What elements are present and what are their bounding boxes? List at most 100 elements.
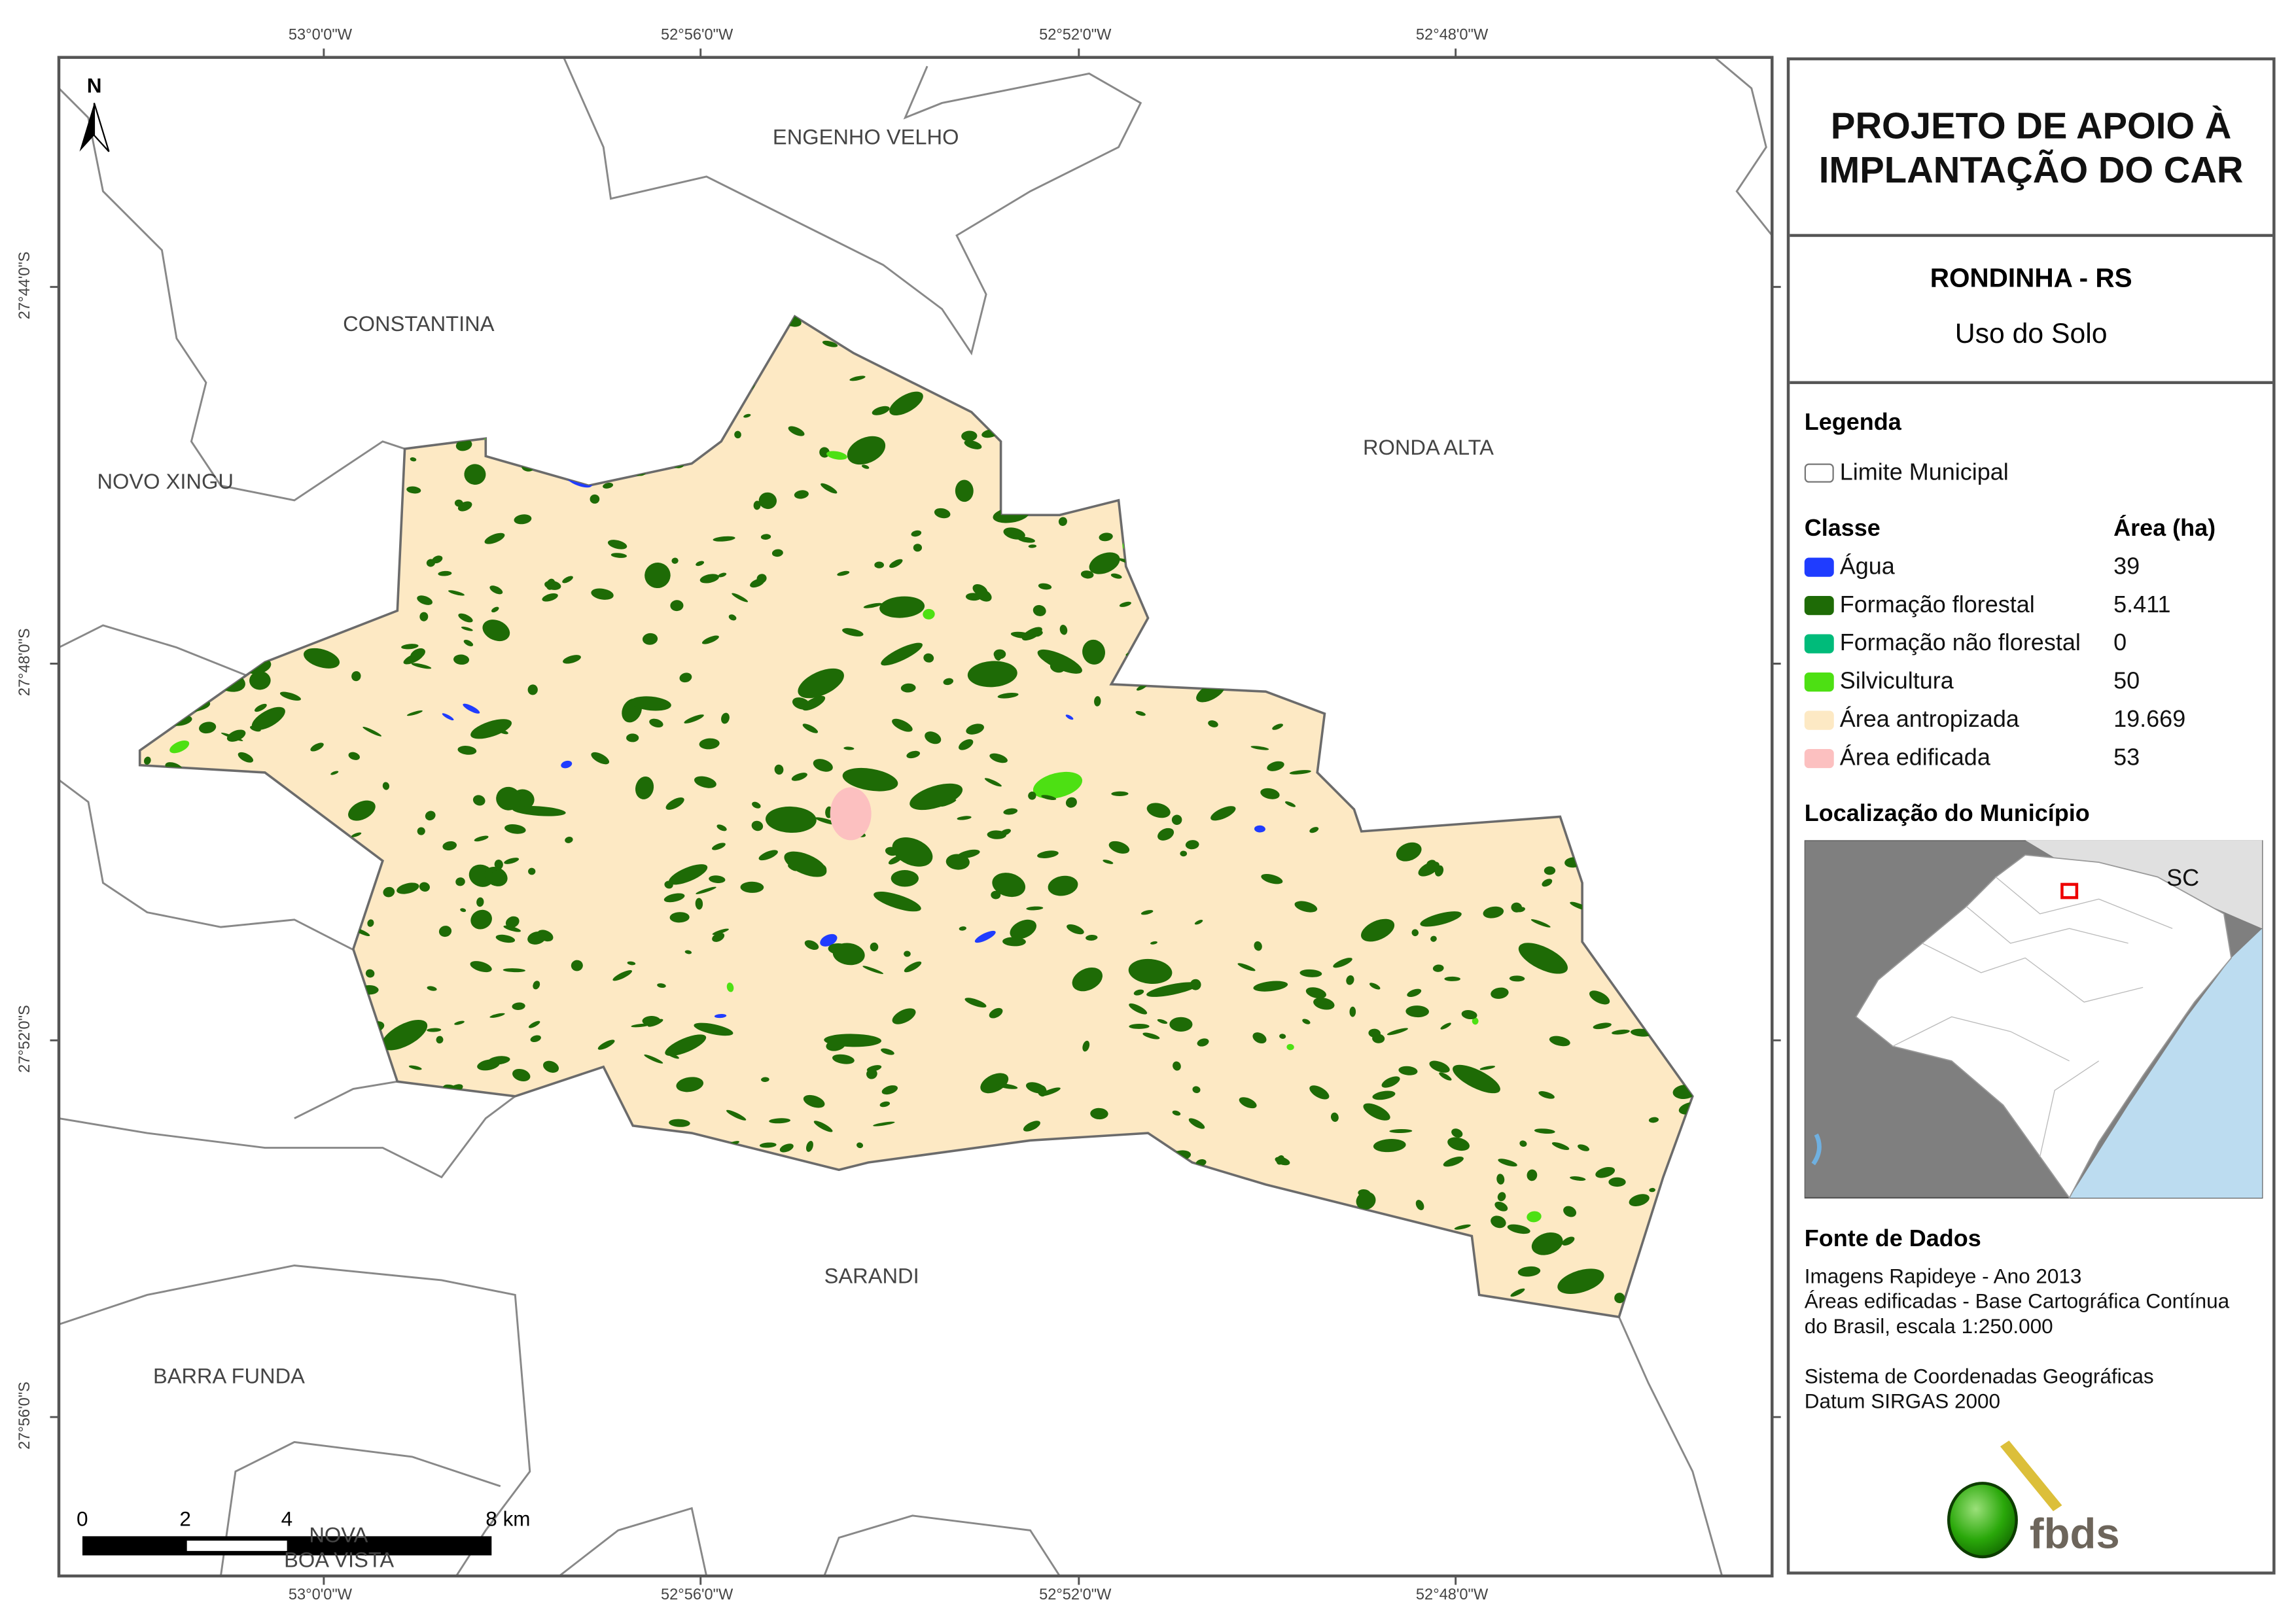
land-cover-patch bbox=[712, 932, 725, 942]
land-cover-patch bbox=[1089, 552, 1120, 574]
land-cover-patch bbox=[1356, 654, 1369, 665]
land-cover-patch bbox=[1576, 510, 1597, 528]
land-cover-patch bbox=[1284, 1297, 1300, 1305]
land-cover-patch bbox=[1389, 1129, 1413, 1133]
land-cover-patch bbox=[990, 396, 1002, 402]
land-cover-patch bbox=[760, 1186, 775, 1192]
land-cover-patch bbox=[822, 340, 838, 347]
land-cover-patch bbox=[301, 1277, 315, 1287]
land-cover-patch bbox=[906, 750, 921, 759]
land-cover-patch bbox=[1248, 361, 1273, 374]
land-cover-patch bbox=[410, 457, 417, 462]
land-cover-patch bbox=[402, 1297, 413, 1308]
land-cover-patch bbox=[367, 919, 374, 927]
land-cover-patch bbox=[461, 626, 473, 631]
land-cover-patch bbox=[1090, 1108, 1108, 1120]
land-cover-patch bbox=[1248, 1253, 1265, 1266]
land-cover-patch bbox=[1629, 1194, 1650, 1206]
land-cover-patch bbox=[472, 795, 486, 806]
class-area: 39 bbox=[2113, 555, 2140, 580]
land-cover-patch bbox=[583, 1304, 602, 1318]
land-cover-patch bbox=[528, 867, 536, 875]
land-cover-patch bbox=[828, 1202, 836, 1208]
land-cover-patch bbox=[1527, 1211, 1542, 1223]
land-cover-patch bbox=[1574, 843, 1586, 849]
land-cover-patch bbox=[254, 703, 267, 712]
land-cover-patch bbox=[1294, 901, 1318, 913]
land-cover-patch bbox=[919, 1266, 926, 1271]
land-cover-patch bbox=[333, 425, 354, 436]
land-cover-patch bbox=[923, 653, 934, 663]
land-cover-patch bbox=[565, 837, 573, 843]
land-cover-patch bbox=[195, 784, 214, 796]
land-cover-patch bbox=[426, 1240, 433, 1246]
land-cover-patch bbox=[1242, 559, 1259, 570]
land-cover-patch bbox=[256, 335, 266, 345]
land-cover-patch bbox=[758, 492, 777, 510]
land-cover-patch bbox=[1680, 1261, 1693, 1270]
map-frame bbox=[57, 56, 1774, 1578]
land-cover-patch bbox=[1445, 698, 1492, 716]
land-cover-patch bbox=[726, 1109, 747, 1121]
land-cover-patch bbox=[610, 553, 627, 558]
land-cover-patch bbox=[422, 370, 434, 381]
title-line: PROJETO DE APOIO À bbox=[1830, 105, 2232, 147]
land-cover-patch bbox=[411, 663, 432, 669]
land-cover-patch bbox=[287, 848, 299, 858]
scale-label: 2 bbox=[179, 1507, 191, 1531]
land-cover-patch bbox=[1491, 1215, 1506, 1229]
land-cover-patch bbox=[1299, 969, 1322, 977]
land-cover-patch bbox=[1269, 411, 1289, 416]
land-cover-patch bbox=[976, 589, 992, 602]
land-cover-patch bbox=[1382, 1233, 1400, 1242]
land-cover-patch bbox=[1150, 1308, 1169, 1318]
land-cover-patch bbox=[663, 893, 685, 903]
land-cover-patch bbox=[474, 835, 489, 842]
land-cover-patch bbox=[788, 426, 805, 436]
land-cover-patch bbox=[1129, 1024, 1150, 1029]
lon-tick-top: 52°48'0"W bbox=[1415, 26, 1489, 44]
land-cover-patch bbox=[676, 1077, 704, 1092]
land-cover-patch bbox=[1134, 1248, 1155, 1255]
land-cover-patch bbox=[351, 832, 362, 837]
land-cover-patch bbox=[1294, 436, 1312, 449]
land-cover-patch bbox=[804, 940, 819, 950]
land-cover-patch bbox=[1418, 1229, 1436, 1236]
land-cover-patch bbox=[626, 733, 639, 742]
land-cover-patch bbox=[912, 1223, 925, 1229]
land-cover-patch bbox=[1504, 532, 1513, 539]
land-cover-patch bbox=[636, 309, 644, 317]
land-cover-patch bbox=[463, 639, 474, 646]
land-cover-patch bbox=[832, 943, 865, 966]
land-cover-patch bbox=[1267, 575, 1290, 590]
land-cover-patch bbox=[274, 905, 289, 910]
land-cover-patch bbox=[1254, 941, 1262, 951]
land-cover-patch bbox=[1110, 573, 1122, 579]
land-cover-patch bbox=[911, 530, 922, 537]
land-cover-patch bbox=[1302, 1019, 1311, 1024]
land-cover-patch bbox=[699, 738, 720, 750]
land-cover-patch bbox=[1645, 487, 1669, 495]
land-cover-patch bbox=[714, 1014, 727, 1019]
land-cover-patch bbox=[1203, 495, 1213, 502]
land-cover-patch bbox=[238, 1236, 262, 1248]
land-cover-patch bbox=[718, 572, 727, 578]
land-cover-patch bbox=[505, 916, 520, 928]
land-cover-patch bbox=[398, 1139, 425, 1161]
land-cover-patch bbox=[1038, 583, 1052, 590]
land-cover-patch bbox=[1065, 797, 1077, 808]
land-cover-patch bbox=[892, 718, 913, 732]
class-swatch bbox=[1804, 596, 1834, 616]
land-cover-patch bbox=[1551, 1142, 1570, 1150]
land-cover-patch bbox=[1190, 979, 1201, 990]
land-cover-patch bbox=[586, 1108, 607, 1121]
class-area: 53 bbox=[2113, 746, 2140, 771]
land-cover-patch bbox=[518, 1156, 533, 1161]
land-cover-patch bbox=[369, 1154, 381, 1162]
land-cover-patch bbox=[1239, 1097, 1257, 1109]
land-cover-patch bbox=[1695, 860, 1705, 868]
map-canvas[interactable] bbox=[0, 0, 1781, 1623]
land-cover-patch bbox=[1534, 1128, 1555, 1134]
land-cover-patch bbox=[495, 348, 529, 370]
land-cover-patch bbox=[185, 602, 205, 610]
